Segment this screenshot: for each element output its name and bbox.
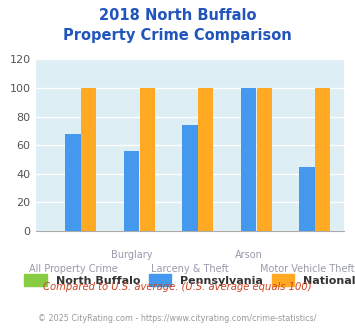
Text: Arson: Arson	[235, 250, 262, 260]
Text: Property Crime Comparison: Property Crime Comparison	[63, 28, 292, 43]
Bar	[315, 88, 330, 231]
Text: All Property Crime: All Property Crime	[28, 264, 117, 274]
Bar	[241, 88, 256, 231]
Text: Compared to U.S. average. (U.S. average equals 100): Compared to U.S. average. (U.S. average …	[43, 282, 312, 292]
Bar	[81, 88, 96, 231]
Text: 2018 North Buffalo: 2018 North Buffalo	[99, 8, 256, 23]
Text: © 2025 CityRating.com - https://www.cityrating.com/crime-statistics/: © 2025 CityRating.com - https://www.city…	[38, 314, 317, 323]
Bar	[299, 167, 315, 231]
Text: Larceny & Theft: Larceny & Theft	[151, 264, 229, 274]
Legend: North Buffalo, Pennsylvania, National: North Buffalo, Pennsylvania, National	[24, 274, 355, 286]
Bar	[65, 134, 81, 231]
Text: Motor Vehicle Theft: Motor Vehicle Theft	[260, 264, 354, 274]
Bar	[257, 88, 272, 231]
Bar	[198, 88, 213, 231]
Bar	[182, 125, 197, 231]
Bar	[140, 88, 155, 231]
Bar	[124, 151, 139, 231]
Text: Burglary: Burglary	[111, 250, 152, 260]
